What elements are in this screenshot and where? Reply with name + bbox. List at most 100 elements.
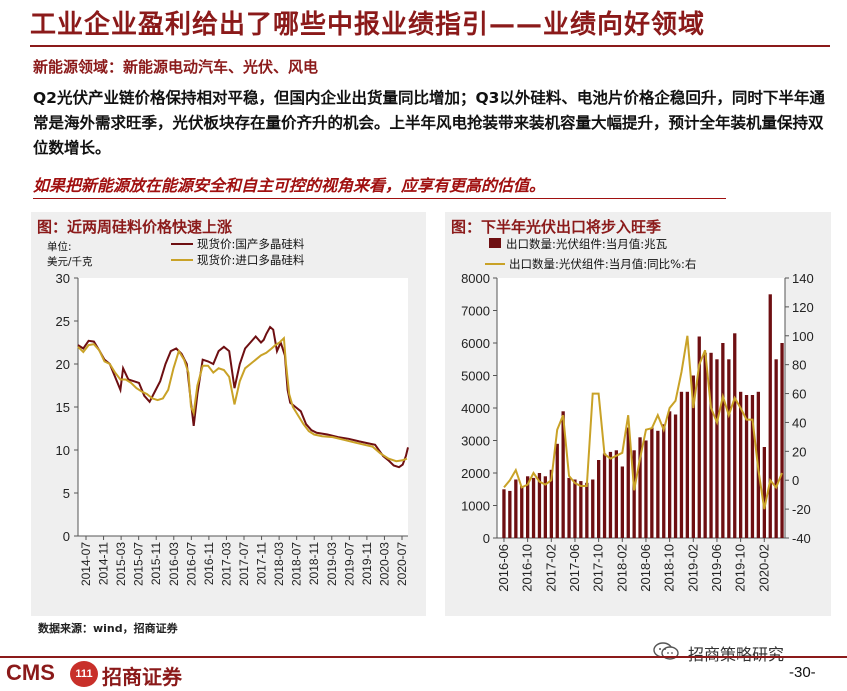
y-tick-label-right: 140	[792, 271, 814, 286]
highlight-statement: 如果把新能源放在能源安全和自主可控的视角来看，应享有更高的估值。	[33, 176, 546, 195]
x-tick-label: 2017-11	[255, 542, 269, 585]
y-tick-label-right: 0	[792, 473, 799, 488]
legend-swatch-bar	[489, 238, 501, 248]
y-tick-label-right: 40	[792, 415, 806, 430]
chart-panel-silicon-price: 0 5 10 15 20 25 30 2014-07 2014-11 2015-03 2015-07…	[31, 212, 426, 616]
slide-title: 工业企业盈利给出了哪些中报业绩指引——业绩向好领域	[30, 10, 706, 40]
export-volume-bar	[733, 333, 737, 539]
export-volume-bar	[555, 443, 559, 539]
silicon-price-line-chart: 0 5 10 15 20 25 30 2014-07 2014-11 2015-03 2015-07…	[47, 237, 409, 586]
export-volume-bar	[768, 294, 772, 539]
export-volume-bar	[502, 489, 506, 539]
x-tick-label: 2014-11	[97, 542, 111, 585]
y-tick-label-right: 120	[792, 300, 814, 315]
y-tick-label-right: -20	[792, 502, 811, 517]
x-tick-label: 2016-06	[496, 544, 511, 592]
export-volume-bar	[573, 479, 577, 538]
x-tick-label: 2015-03	[114, 542, 128, 586]
export-volume-bar	[774, 359, 778, 539]
x-tick-label: 2017-07	[237, 542, 251, 586]
x-tick-label: 2019-03	[325, 542, 339, 586]
export-volume-bar	[626, 427, 630, 538]
y-tick-label-left: 6000	[461, 336, 490, 351]
legend-label: 出口数量:光伏组件:当月值:兆瓦	[506, 237, 667, 251]
export-volume-bar	[739, 391, 743, 539]
export-volume-bar	[721, 343, 725, 538]
pv-export-bar-line-chart: 0 1000 2000 3000 4000 5000 6000 7000 8000 -40 -20 0…	[461, 237, 814, 592]
export-volume-bar	[602, 453, 607, 538]
x-tick-label: 2019-06	[709, 544, 724, 592]
export-volume-bar	[526, 476, 530, 539]
export-volume-bar	[656, 430, 660, 539]
export-volume-bar	[709, 352, 713, 539]
export-volume-bar	[520, 486, 524, 538]
export-volume-bar	[662, 424, 666, 539]
export-volume-bar	[620, 466, 624, 538]
x-tick-label: 2018-10	[662, 544, 677, 592]
footer-rule	[0, 656, 847, 658]
export-volume-bar	[549, 469, 553, 539]
y-tick-label-left: 3000	[461, 434, 490, 449]
export-volume-bar	[668, 411, 672, 539]
y-tick-label-left: 2000	[461, 466, 490, 481]
export-volume-bar	[685, 391, 689, 539]
x-tick-label: 2017-10	[591, 544, 606, 592]
chart-panel-pv-export: 0 1000 2000 3000 4000 5000 6000 7000 8000 -40 -20 0…	[445, 212, 831, 616]
export-volume-bar	[638, 437, 642, 539]
export-volume-bar	[715, 359, 719, 539]
x-tick-label: 2020-02	[756, 544, 771, 592]
x-tick-label: 2014-07	[79, 542, 93, 586]
brand-name: 招商证券	[102, 665, 182, 689]
export-volume-bar	[585, 482, 589, 539]
wechat-icon	[652, 641, 680, 661]
watermark: 招商策略研究	[688, 645, 785, 664]
y-tick-label-left: 1000	[461, 499, 490, 514]
x-tick-label: 2015-07	[132, 542, 146, 586]
series-line	[77, 335, 408, 463]
body-paragraph: Q2光伏产业链价格保持相对平稳，但国内企业出货量同比增加；Q3以外硅料、电池片价…	[33, 89, 825, 157]
x-tick-label: 2017-02	[543, 544, 558, 592]
y-tick-label-left: 5000	[461, 369, 490, 384]
export-volume-bar	[744, 395, 749, 538]
export-volume-bar	[632, 450, 636, 539]
export-volume-bar	[650, 427, 654, 538]
x-tick-label: 2016-07	[184, 542, 198, 586]
y-tick-label-right: 20	[792, 444, 806, 459]
title-underline	[30, 45, 830, 47]
y-tick-label-right: 60	[792, 387, 806, 402]
legend-label: 出口数量:光伏组件:当月值:同比%:右	[509, 257, 696, 271]
x-tick-label: 2015-11	[149, 542, 163, 585]
y-tick-label: 30	[56, 271, 70, 286]
page-number: -30-	[789, 664, 816, 681]
x-tick-label: 2018-07	[290, 542, 304, 586]
y-tick-label: 0	[63, 529, 70, 544]
section-subheading: 新能源领域：新能源电动汽车、光伏、风电	[33, 58, 319, 76]
x-tick-label: 2016-03	[167, 542, 181, 586]
yoy-growth-line	[503, 335, 783, 510]
export-volume-bar	[644, 440, 648, 538]
y-tick-label: 25	[56, 314, 70, 329]
x-tick-label: 2018-02	[614, 544, 629, 592]
y-tick-label-left: 4000	[461, 401, 490, 416]
highlight-underline	[33, 198, 726, 199]
brand-logo-text: CMS	[6, 660, 55, 685]
export-volume-bar	[727, 359, 731, 539]
y-tick-label: 20	[56, 357, 70, 372]
export-volume-bar	[591, 479, 595, 538]
plot-area	[78, 278, 408, 536]
export-volume-bar	[567, 477, 571, 538]
export-volume-bar	[579, 481, 583, 538]
chart-title: 图：近两周硅料价格快速上涨	[37, 218, 233, 236]
export-volume-bar	[750, 395, 755, 538]
x-tick-label: 2016-11	[202, 542, 216, 585]
export-volume-bar	[561, 411, 565, 539]
export-volume-bar	[679, 391, 684, 539]
x-tick-label: 2020-03	[377, 542, 391, 586]
x-tick-label: 2016-10	[520, 544, 535, 592]
y-tick-label: 5	[63, 486, 70, 501]
export-volume-bar	[691, 375, 695, 538]
y-tick-label: 15	[56, 400, 70, 415]
export-volume-bar	[543, 476, 547, 539]
export-volume-bar	[673, 414, 678, 538]
series-line	[77, 325, 409, 469]
